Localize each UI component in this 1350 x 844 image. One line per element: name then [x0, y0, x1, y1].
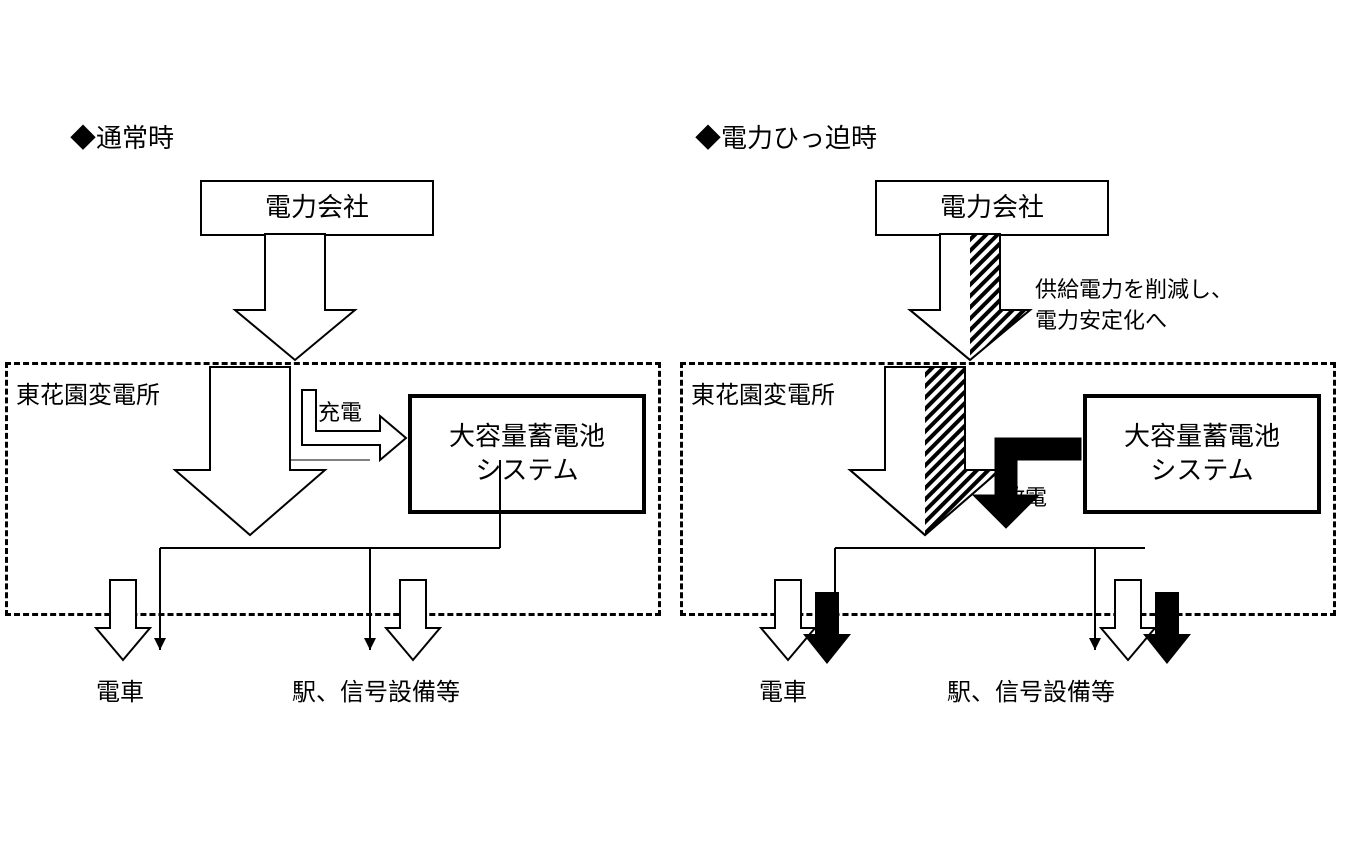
- label-station-r: 駅、信号設備等: [945, 672, 1117, 707]
- label-power-company-r: 電力会社: [940, 191, 1044, 225]
- label-power-company: 電力会社: [265, 191, 369, 225]
- label-substation: 東花園変電所: [14, 375, 162, 410]
- title-normal: ◆通常時: [70, 118, 174, 155]
- panel-normal: ◆通常時 電力会社 東花園変電所 大容量蓄電池 システム 充電 電車 駅、信号設…: [0, 0, 675, 844]
- box-battery: 大容量蓄電池 システム: [408, 394, 646, 514]
- label-train: 電車: [94, 672, 146, 707]
- label-train-r: 電車: [757, 672, 809, 707]
- label-charge: 充電: [318, 395, 362, 427]
- battery-r-l1: 大容量蓄電池: [1124, 420, 1280, 454]
- box-power-company: 電力会社: [200, 180, 434, 236]
- label-discharge: 放電: [1003, 480, 1047, 512]
- note-reduce: 供給電力を削減し、 電力安定化へ: [1035, 275, 1233, 337]
- box-power-company-r: 電力会社: [875, 180, 1109, 236]
- battery-l1: 大容量蓄電池: [449, 420, 605, 454]
- panel-tight: ◆電力ひっ迫時 電力会社 東花園変電所 大容量蓄電池 システム 放電 供給電力を…: [675, 0, 1350, 844]
- battery-r-l2: システム: [1150, 454, 1253, 488]
- label-substation-r: 東花園変電所: [689, 375, 837, 410]
- label-station: 駅、信号設備等: [290, 672, 462, 707]
- title-tight: ◆電力ひっ迫時: [695, 118, 877, 155]
- battery-l2: システム: [475, 454, 578, 488]
- box-battery-r: 大容量蓄電池 システム: [1083, 394, 1321, 514]
